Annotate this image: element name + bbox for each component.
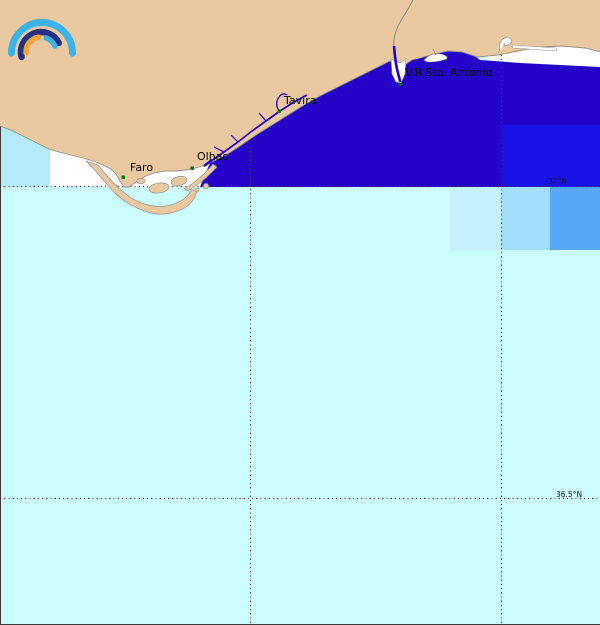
data-cell-dark-navy xyxy=(200,51,600,187)
data-cell-medium-blue xyxy=(550,187,600,250)
latitude-label-37n: 37°N xyxy=(548,177,567,186)
small-lagoon xyxy=(423,53,448,63)
barrier-island-crescent xyxy=(85,160,198,215)
latitude-label-36-5n: 36.5°N xyxy=(556,490,583,499)
logo-outer-lightblue-arc-icon xyxy=(8,19,76,57)
channel-main xyxy=(210,94,308,162)
marker-faro xyxy=(121,175,125,179)
data-cell-bright-blue xyxy=(503,125,600,187)
place-label-tavira: Tavira xyxy=(284,94,317,107)
data-cell-sky-blue xyxy=(501,187,550,250)
channel-olhao-mouth xyxy=(203,159,213,167)
marker-tavira xyxy=(277,109,281,113)
lagoon-islands xyxy=(85,160,218,215)
logo-navy-arc-icon xyxy=(17,28,63,61)
channel-tavira xyxy=(276,93,288,112)
lagoon-islet xyxy=(136,178,146,184)
lagoon-island xyxy=(170,175,188,187)
marker-olhao xyxy=(190,166,194,170)
hook-lagoon xyxy=(499,36,513,53)
logo-inner-lightblue-arc-icon xyxy=(43,35,58,49)
channel-branch xyxy=(213,146,225,153)
place-label-vrsa: V.R.Sto. Antonio xyxy=(405,66,493,79)
city-markers xyxy=(121,82,402,179)
channel-branch xyxy=(258,112,267,122)
lagoon-islet xyxy=(203,183,209,189)
place-label-faro: Faro xyxy=(130,161,154,174)
barrier-spit-olhao xyxy=(183,163,218,192)
coastline xyxy=(0,45,600,188)
lagoon-islet xyxy=(194,187,200,193)
rainbow-arcs-logo xyxy=(8,19,76,61)
place-label-olhao: Olhao xyxy=(197,150,230,163)
guadiana-channel xyxy=(392,45,402,83)
logo-orange-arc-icon xyxy=(23,34,42,56)
guadiana-river-line xyxy=(393,0,414,47)
channel-branch xyxy=(230,134,239,143)
lagoon-channels xyxy=(203,93,308,167)
lagoon-island xyxy=(148,182,170,194)
marker-vrsa xyxy=(398,82,402,86)
small-lagoon-creek xyxy=(432,48,437,56)
land-mainland xyxy=(0,0,600,187)
data-cell-pale-blue xyxy=(450,187,501,250)
thin-coastal-channel xyxy=(511,44,558,52)
